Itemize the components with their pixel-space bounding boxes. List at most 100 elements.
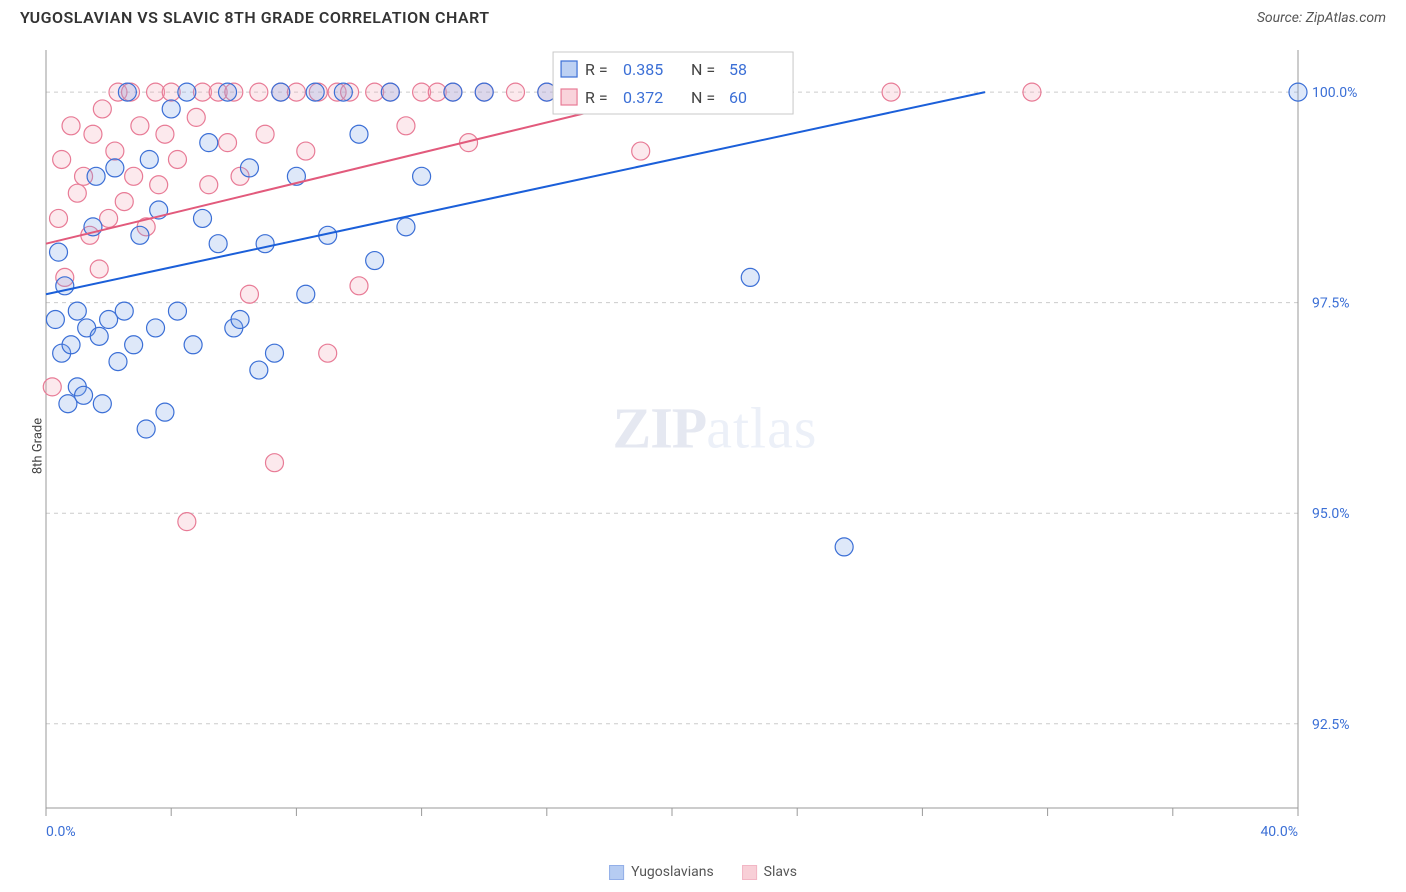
legend-n-value: 58 (729, 60, 747, 79)
data-point (240, 285, 258, 303)
data-point (265, 344, 283, 362)
scatter-plot-svg: 92.5%95.0%97.5%100.0%0.0%40.0%R =0.385N … (42, 46, 1388, 842)
data-point (397, 117, 415, 135)
x-tick-label: 40.0% (1260, 824, 1298, 840)
data-point (475, 83, 493, 101)
data-point (93, 100, 111, 118)
data-point (632, 142, 650, 160)
data-point (240, 159, 258, 177)
y-tick-label: 100.0% (1312, 85, 1357, 101)
legend-r-value: 0.385 (623, 60, 663, 79)
chart-area: 92.5%95.0%97.5%100.0%0.0%40.0%R =0.385N … (42, 46, 1388, 842)
legend-r-label: R = (585, 60, 608, 79)
data-point (184, 336, 202, 354)
data-point (137, 420, 155, 438)
data-point (131, 226, 149, 244)
legend-n-label: N = (691, 60, 715, 79)
data-point (68, 184, 86, 202)
legend-r-value: 0.372 (623, 88, 663, 107)
data-point (444, 83, 462, 101)
data-point (297, 142, 315, 160)
legend-item: Yugoslavians (609, 864, 714, 880)
data-point (84, 125, 102, 143)
data-point (150, 176, 168, 194)
y-tick-label: 97.5% (1312, 296, 1350, 312)
data-point (256, 125, 274, 143)
legend-item: Slavs (742, 864, 797, 880)
legend-swatch (742, 865, 757, 880)
data-point (125, 336, 143, 354)
data-point (187, 108, 205, 126)
data-point (90, 327, 108, 345)
legend-label: Yugoslavians (631, 864, 714, 880)
data-point (209, 235, 227, 253)
data-point (147, 319, 165, 337)
data-point (140, 150, 158, 168)
data-point (200, 176, 218, 194)
data-point (43, 378, 61, 396)
data-point (381, 83, 399, 101)
data-point (115, 193, 133, 211)
data-point (109, 353, 127, 371)
data-point (87, 167, 105, 185)
legend-bottom: Yugoslavians Slavs (609, 864, 797, 880)
data-point (306, 83, 324, 101)
data-point (46, 311, 64, 329)
data-point (131, 117, 149, 135)
data-point (334, 83, 352, 101)
data-point (1289, 83, 1307, 101)
data-point (200, 134, 218, 152)
data-point (194, 209, 212, 227)
data-point (156, 125, 174, 143)
legend-label: Slavs (764, 864, 797, 880)
legend-swatch (609, 865, 624, 880)
data-point (256, 235, 274, 253)
legend-n-value: 60 (729, 88, 747, 107)
data-point (50, 243, 68, 261)
data-point (115, 302, 133, 320)
trend-line (46, 92, 672, 244)
data-point (507, 83, 525, 101)
y-tick-label: 92.5% (1312, 717, 1350, 733)
data-point (219, 134, 237, 152)
data-point (53, 150, 71, 168)
data-point (50, 209, 68, 227)
legend-swatch (561, 89, 577, 105)
x-tick-label: 0.0% (46, 824, 76, 840)
data-point (178, 513, 196, 531)
data-point (350, 277, 368, 295)
data-point (350, 125, 368, 143)
data-point (397, 218, 415, 236)
data-point (168, 302, 186, 320)
data-point (125, 167, 143, 185)
data-point (62, 336, 80, 354)
data-point (168, 150, 186, 168)
data-point (741, 268, 759, 286)
chart-source: Source: ZipAtlas.com (1257, 10, 1386, 26)
legend-n-label: N = (691, 88, 715, 107)
data-point (297, 285, 315, 303)
data-point (219, 83, 237, 101)
data-point (250, 83, 268, 101)
data-point (1023, 83, 1041, 101)
data-point (272, 83, 290, 101)
data-point (106, 142, 124, 160)
data-point (319, 344, 337, 362)
data-point (106, 159, 124, 177)
trend-line (46, 92, 985, 294)
data-point (75, 386, 93, 404)
data-point (162, 100, 180, 118)
data-point (178, 83, 196, 101)
data-point (90, 260, 108, 278)
data-point (413, 167, 431, 185)
data-point (250, 361, 268, 379)
data-point (835, 538, 853, 556)
data-point (118, 83, 136, 101)
legend-r-label: R = (585, 88, 608, 107)
data-point (882, 83, 900, 101)
data-point (366, 252, 384, 270)
data-point (62, 117, 80, 135)
legend-swatch (561, 61, 577, 77)
data-point (93, 395, 111, 413)
data-point (156, 403, 174, 421)
